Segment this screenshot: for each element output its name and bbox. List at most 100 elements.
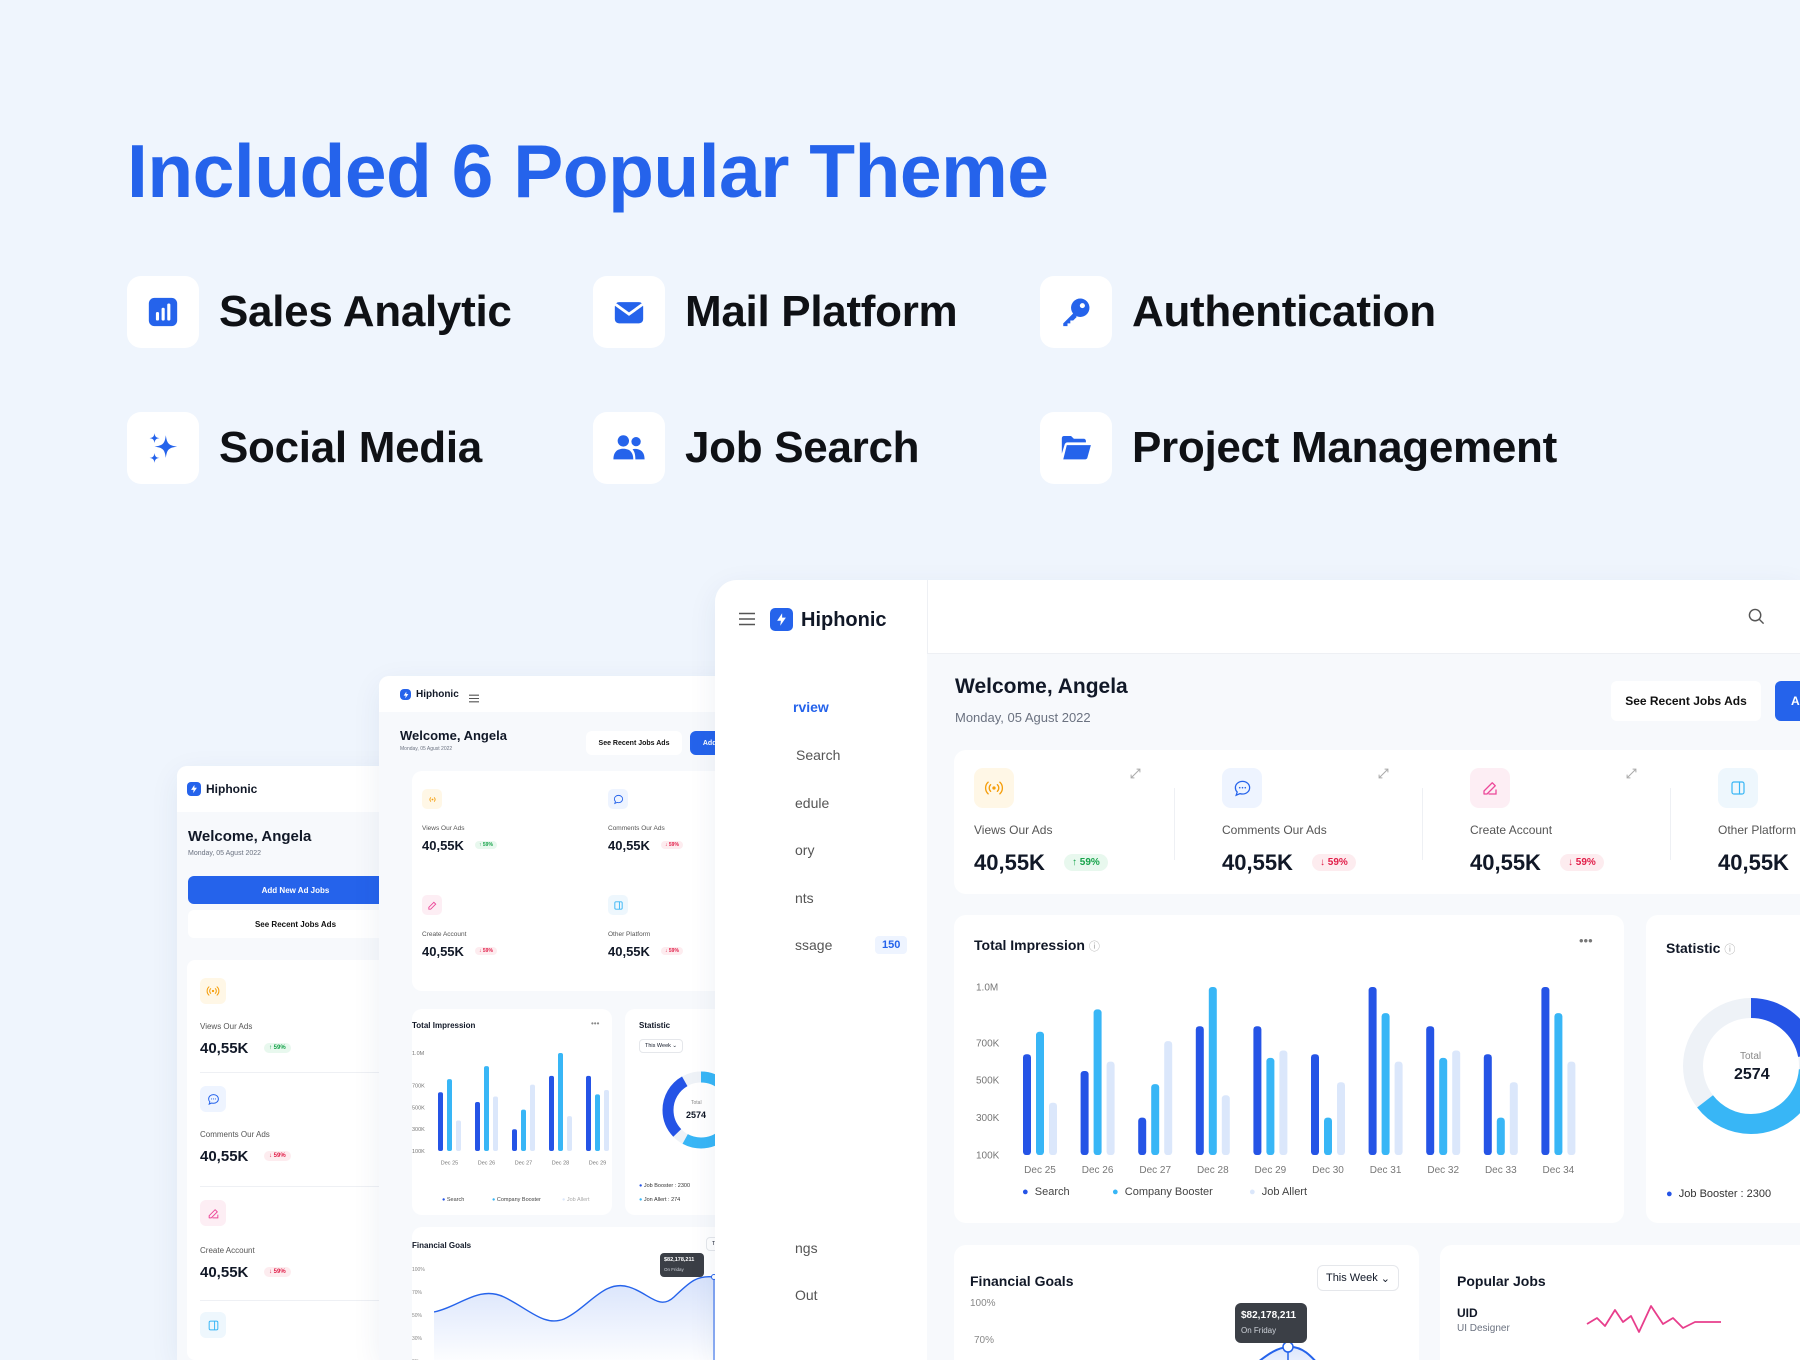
bar-search[interactable]: [1426, 1026, 1435, 1155]
bar-job-allert[interactable]: [567, 1116, 572, 1151]
stat-value: 40,55K: [1470, 850, 1541, 875]
bar-company-booster[interactable]: [521, 1109, 526, 1151]
change-value: 59%: [273, 1269, 286, 1275]
sidebar-item-message[interactable]: ssage: [795, 937, 833, 953]
tooltip-value: $82,178,211: [664, 1257, 695, 1263]
sidebar-item-reports[interactable]: nts: [795, 890, 814, 906]
theme-project-management: Project Management: [1040, 412, 1557, 484]
bar-company-booster[interactable]: [1496, 1117, 1505, 1155]
this-week-select[interactable]: This Week ⌄: [1317, 1265, 1399, 1291]
bar-company-booster[interactable]: [1266, 1057, 1275, 1155]
broadcast-icon: [422, 789, 442, 809]
bar-search[interactable]: [586, 1075, 591, 1151]
bar-job-allert[interactable]: [1337, 1082, 1345, 1155]
bar-search[interactable]: [1311, 1054, 1319, 1155]
expand-icon[interactable]: [1626, 766, 1637, 779]
xtick-label: Dec 30: [1312, 1165, 1344, 1176]
add-new-ad-button[interactable]: A: [1775, 681, 1800, 721]
bar-job-allert[interactable]: [530, 1084, 535, 1151]
bar-company-booster[interactable]: [1324, 1117, 1332, 1155]
stat-value: 40,55K: [200, 1264, 249, 1281]
bar-search[interactable]: [512, 1129, 517, 1151]
bar-search[interactable]: [438, 1092, 443, 1151]
bar-company-booster[interactable]: [1093, 1009, 1102, 1155]
search-icon[interactable]: [1748, 608, 1765, 625]
menu-icon[interactable]: [739, 612, 755, 626]
this-week-select[interactable]: This Week ⌄: [639, 1039, 684, 1053]
expand-icon[interactable]: [1130, 766, 1141, 779]
bar-search[interactable]: [1483, 1054, 1492, 1155]
bar-job-allert[interactable]: [1279, 1050, 1288, 1155]
bar-search[interactable]: [1195, 1026, 1204, 1155]
sidebar-item-search[interactable]: Search: [796, 747, 841, 763]
desktop-statistic-card: Statistic ⓘ Total 2574 ● Job Booster : 2…: [1646, 915, 1800, 1223]
bar-job-allert[interactable]: [1394, 1061, 1403, 1155]
tooltip-sub: On Friday: [1241, 1326, 1277, 1335]
edit-icon: [422, 895, 442, 915]
bar-company-booster[interactable]: [1036, 1031, 1044, 1155]
divider: [200, 1072, 392, 1073]
bar-search[interactable]: [1138, 1117, 1147, 1155]
bar-company-booster[interactable]: [1381, 1013, 1390, 1155]
menu-icon[interactable]: [469, 690, 479, 703]
bar-job-allert[interactable]: [1049, 1102, 1057, 1155]
bar-job-allert[interactable]: [1221, 1095, 1230, 1155]
bar-job-allert[interactable]: [1452, 1050, 1461, 1155]
bar-company-booster[interactable]: [447, 1079, 452, 1151]
bar-company-booster[interactable]: [558, 1053, 563, 1151]
sidebar-item-history[interactable]: ory: [795, 842, 815, 858]
more-icon[interactable]: •••: [1579, 933, 1593, 948]
sidebar-item-overview[interactable]: rview: [793, 699, 829, 715]
panel-icon: [608, 895, 628, 915]
bar-search[interactable]: [549, 1075, 554, 1151]
expand-icon[interactable]: [1378, 766, 1389, 779]
bar-company-booster[interactable]: [595, 1094, 600, 1151]
bar-job-allert[interactable]: [1567, 1061, 1576, 1155]
bar-company-booster[interactable]: [1554, 1013, 1563, 1155]
theme-label: Job Search: [685, 423, 920, 472]
stat-value: 40,55K: [1718, 850, 1789, 875]
bar-job-allert[interactable]: [493, 1096, 498, 1151]
bar-job-allert[interactable]: [604, 1090, 609, 1151]
bar-search[interactable]: [1080, 1071, 1089, 1155]
divider: [200, 1300, 392, 1301]
bar-company-booster[interactable]: [1208, 987, 1217, 1155]
bar-job-allert[interactable]: [1106, 1061, 1115, 1155]
bar-job-allert[interactable]: [456, 1120, 461, 1151]
xtick-label: Dec 28: [552, 1161, 569, 1167]
financial-yticks: 100% 70% 50% 30% 0%: [412, 1259, 432, 1360]
donut-total-label: Total: [1740, 1051, 1762, 1062]
more-icon[interactable]: •••: [591, 1019, 600, 1028]
bar-job-allert[interactable]: [1509, 1082, 1518, 1155]
add-new-ad-button[interactable]: Add New Ad Jobs: [188, 876, 403, 904]
bar-company-booster[interactable]: [1151, 1084, 1160, 1155]
ytick: 30%: [412, 1336, 423, 1342]
bar-job-allert[interactable]: [1164, 1041, 1173, 1155]
sidebar-item-settings[interactable]: ngs: [795, 1240, 818, 1256]
see-recent-button[interactable]: See Recent Jobs Ads: [1611, 681, 1761, 721]
ytick: 70%: [974, 1335, 995, 1346]
see-recent-button[interactable]: See Recent Jobs Ads: [188, 910, 403, 938]
users-icon: [593, 412, 665, 484]
legend-company-booster: ● Company Booster: [492, 1197, 541, 1203]
desktop-topbar: [927, 580, 1800, 654]
sidebar-item-logout[interactable]: Out: [795, 1287, 818, 1303]
bar-search[interactable]: [475, 1102, 480, 1151]
bar-company-booster[interactable]: [1439, 1057, 1448, 1155]
bar-search[interactable]: [1253, 1026, 1262, 1155]
bar-chart-icon: [127, 276, 199, 348]
bar-company-booster[interactable]: [484, 1066, 489, 1151]
theme-mail-platform: Mail Platform: [593, 276, 958, 348]
desktop-donut-chart: [1683, 998, 1800, 1134]
bar-search[interactable]: [1368, 987, 1377, 1155]
chart-title-text: Total Impression: [974, 937, 1085, 953]
change-value: 59%: [668, 842, 679, 848]
see-recent-button[interactable]: See Recent Jobs Ads: [586, 731, 682, 755]
bar-search[interactable]: [1023, 1054, 1031, 1155]
bar-search[interactable]: [1541, 987, 1550, 1155]
sidebar-item-schedule[interactable]: edule: [795, 795, 830, 811]
divider: [1174, 788, 1175, 860]
change-value: 59%: [482, 842, 493, 848]
headline: Included 6 Popular Theme: [127, 129, 1049, 213]
change-value: 59%: [273, 1153, 286, 1159]
